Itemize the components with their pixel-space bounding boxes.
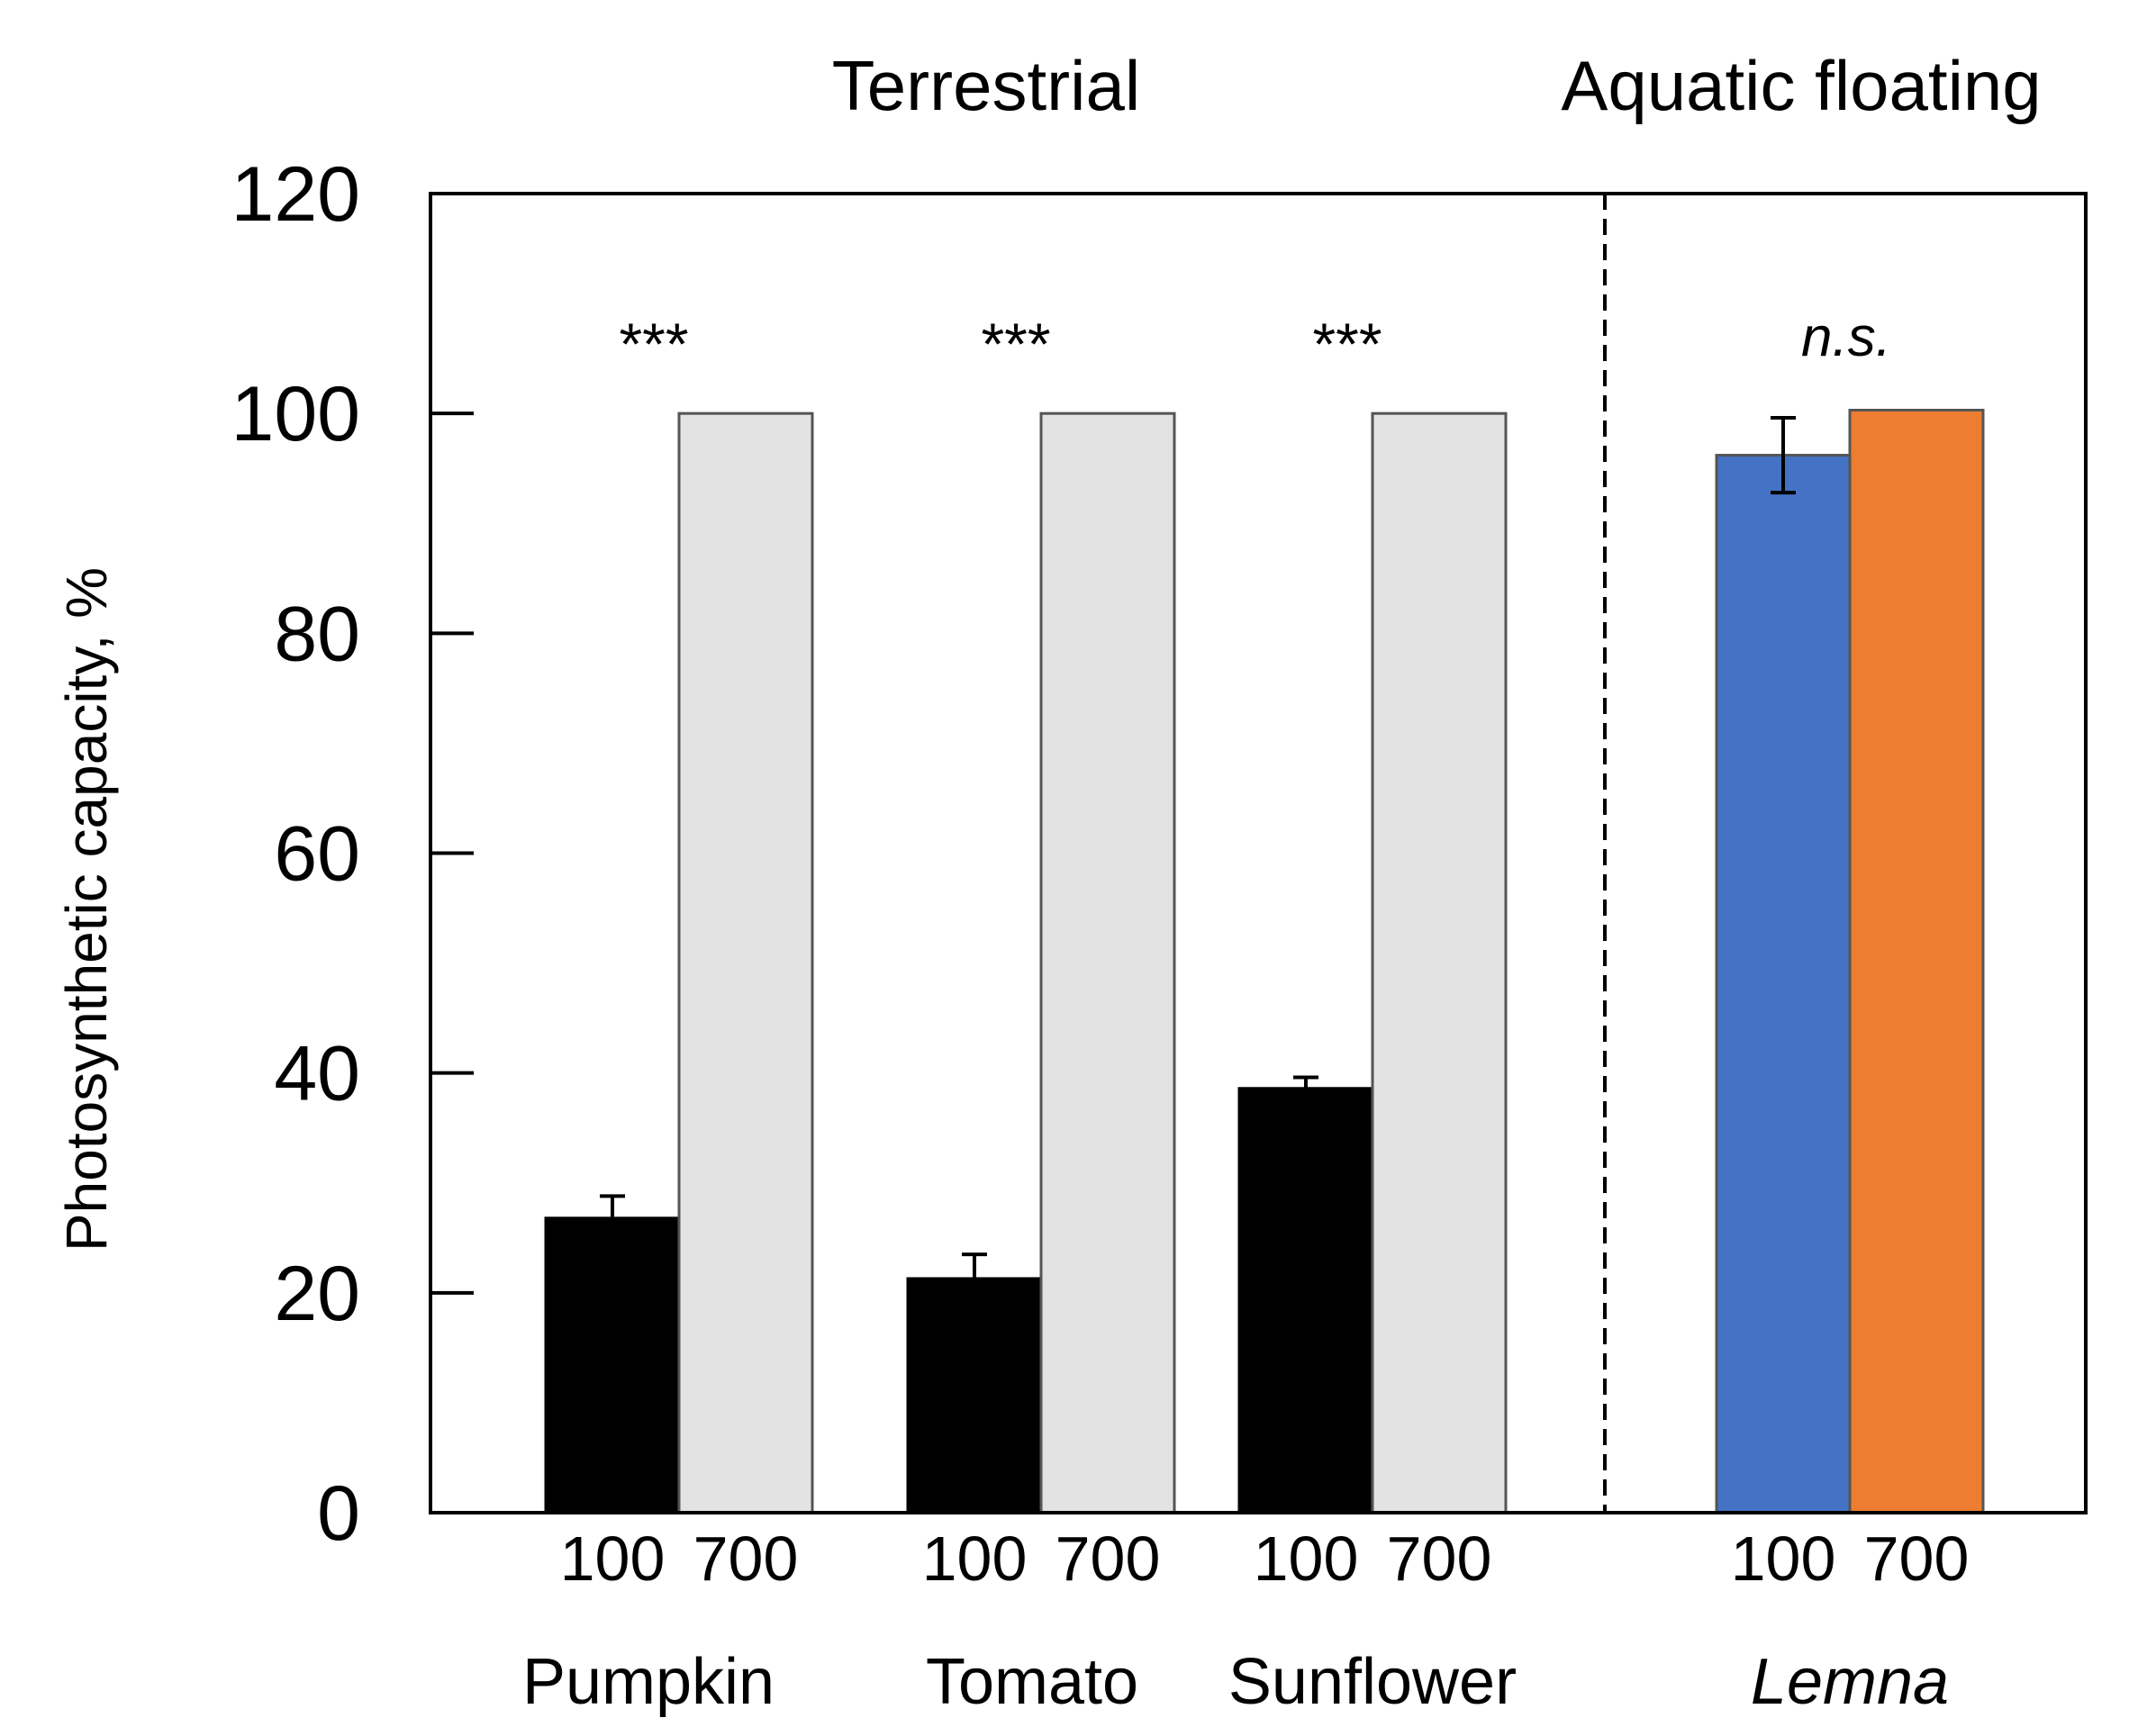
bar	[906, 1277, 1043, 1514]
bar	[677, 411, 814, 1514]
bar-category-label: 100	[560, 1524, 666, 1594]
significance-labels: *** *** *** n.s.	[619, 306, 1891, 377]
plot-frame	[429, 192, 2088, 1514]
bar	[1715, 454, 1852, 1514]
y-axis-label: Photosynthetic capacity, %	[54, 567, 119, 1252]
bar-category-label: 100	[1254, 1524, 1359, 1594]
y-tick-label: 60	[274, 811, 360, 898]
bar	[1371, 411, 1508, 1514]
x-axis-labels: 100 700 Pumpkin 100 700 Tomato 100 700 Sunflower…	[522, 1524, 1969, 1718]
y-tick-label: 80	[274, 591, 360, 677]
bars	[544, 409, 1985, 1514]
y-axis-ticks: 0 20 40 60 80 100 120	[231, 151, 474, 1557]
bar-category-label: 700	[693, 1524, 799, 1594]
y-tick-label: 100	[231, 371, 361, 457]
section-label: Terrestrial	[832, 46, 1140, 125]
y-tick-label: 120	[231, 151, 361, 238]
bar	[1039, 411, 1176, 1514]
group-label: Tomato	[926, 1646, 1138, 1718]
y-tick-label: 0	[317, 1470, 360, 1557]
bar	[1237, 1087, 1374, 1514]
significance-label: ***	[981, 311, 1050, 377]
bar-category-label: 700	[1055, 1524, 1161, 1594]
bar	[544, 1216, 681, 1514]
error-bars	[600, 416, 1796, 1279]
bar-category-label: 700	[1864, 1524, 1970, 1594]
significance-label: ***	[619, 311, 688, 377]
section-labels: Terrestrial Aquatic floating	[832, 46, 2042, 125]
bar-category-label: 100	[1731, 1524, 1836, 1594]
y-tick-label: 40	[274, 1031, 360, 1117]
group-label: Pumpkin	[522, 1646, 775, 1718]
bar-category-label: 100	[922, 1524, 1028, 1594]
significance-label: n.s.	[1801, 306, 1891, 368]
group-label: Sunflower	[1228, 1646, 1517, 1718]
significance-label: ***	[1312, 311, 1382, 377]
bar-category-label: 700	[1387, 1524, 1492, 1594]
bar	[1848, 409, 1985, 1514]
section-label: Aquatic floating	[1561, 46, 2041, 125]
y-tick-label: 20	[274, 1251, 360, 1337]
group-label: Lemna	[1751, 1646, 1949, 1718]
